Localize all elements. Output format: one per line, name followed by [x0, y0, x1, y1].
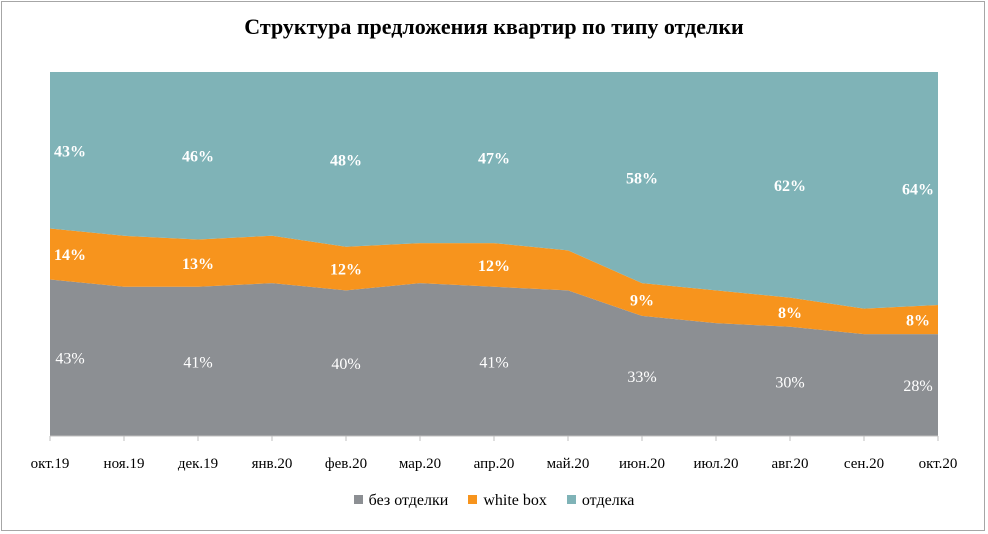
data-label-без-отделки: 41%: [183, 354, 212, 371]
x-tick-label: апр.20: [474, 456, 515, 472]
data-label-без-отделки: 41%: [479, 354, 508, 371]
data-label-отделка: 47%: [478, 151, 510, 168]
area-без-отделки: [50, 279, 938, 436]
data-label-white-box: 13%: [182, 256, 214, 273]
legend-item-white-box: white box: [468, 492, 547, 510]
area-отделка: [50, 72, 938, 309]
data-label-без-отделки: 33%: [627, 369, 656, 386]
legend-item-otdelka: отделка: [566, 492, 635, 510]
data-label-отделка: 43%: [54, 143, 86, 160]
legend-swatch-otdelka: [566, 494, 576, 504]
data-label-отделка: 48%: [330, 152, 362, 169]
data-label-без-отделки: 30%: [775, 374, 804, 391]
x-tick-label: авг.20: [772, 456, 809, 472]
x-tick-label: ноя.19: [104, 456, 145, 472]
data-label-отделка: 62%: [774, 178, 806, 195]
x-tick-label: дек.19: [178, 456, 218, 472]
x-tick-label: окт.19: [31, 456, 70, 472]
data-label-white-box: 9%: [630, 293, 654, 310]
data-label-white-box: 12%: [330, 262, 362, 279]
legend-label-white-box: white box: [483, 492, 547, 509]
data-label-отделка: 46%: [182, 149, 214, 166]
legend-item-bez-otdelki: без отделки: [353, 492, 449, 510]
data-label-отделка: 58%: [626, 171, 658, 188]
x-tick-label: май.20: [547, 456, 590, 472]
x-tick-label: янв.20: [252, 456, 293, 472]
x-tick-label: июн.20: [619, 456, 665, 472]
chart-title: Структура предложения квартир по типу от…: [244, 14, 744, 39]
x-tick-label: июл.20: [693, 456, 738, 472]
data-label-white-box: 14%: [54, 247, 86, 264]
data-label-white-box: 12%: [478, 258, 510, 275]
data-label-без-отделки: 28%: [903, 378, 932, 395]
area-white-box: [50, 228, 938, 335]
data-label-отделка: 64%: [902, 181, 934, 198]
data-label-без-отделки: 43%: [55, 351, 84, 368]
data-label-white-box: 8%: [778, 305, 802, 322]
legend-label-otdelka: отделка: [581, 492, 635, 509]
legend-swatch-white-box: [468, 494, 478, 504]
data-label-без-отделки: 40%: [331, 356, 360, 373]
x-tick-label: окт.20: [919, 456, 958, 472]
x-tick-label: мар.20: [399, 456, 441, 472]
legend: без отделки white box отделка: [0, 492, 988, 510]
x-tick-label: фев.20: [325, 456, 367, 472]
data-label-white-box: 8%: [906, 313, 930, 330]
x-tick-label: сен.20: [844, 456, 884, 472]
legend-label-bez-otdelki: без отделки: [368, 492, 449, 509]
legend-swatch-bez-otdelki: [353, 494, 363, 504]
